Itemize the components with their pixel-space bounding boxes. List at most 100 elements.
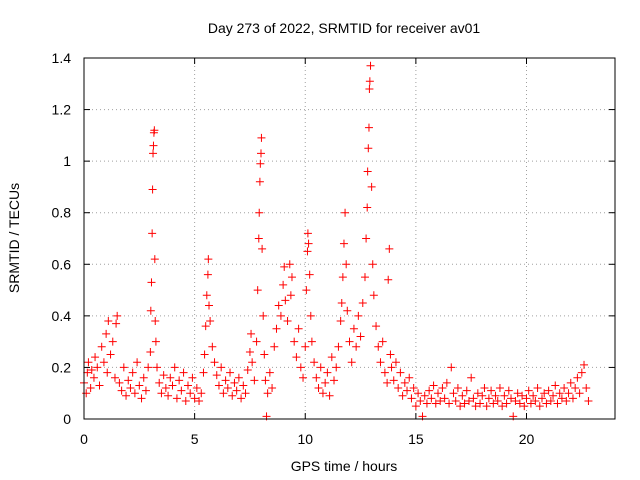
data-point <box>257 133 266 142</box>
data-point <box>84 358 93 367</box>
data-point <box>172 394 181 403</box>
x-tick-label: 0 <box>80 431 88 447</box>
data-point <box>434 389 442 398</box>
data-point <box>411 402 420 411</box>
data-point <box>318 389 327 398</box>
data-point <box>146 347 155 356</box>
data-point <box>336 317 345 326</box>
data-point <box>83 368 92 377</box>
data-point <box>325 391 334 400</box>
data-point <box>560 384 569 393</box>
data-point <box>219 389 228 398</box>
data-point <box>91 353 100 362</box>
data-point <box>144 363 153 372</box>
data-point <box>464 396 473 405</box>
data-point <box>571 384 580 393</box>
data-point <box>518 391 527 400</box>
data-point <box>148 185 157 194</box>
data-point <box>557 394 566 403</box>
data-point <box>292 353 301 362</box>
y-tick-label: 1 <box>63 153 71 169</box>
x-tick-label: 5 <box>191 431 199 447</box>
data-point <box>239 381 248 390</box>
data-point <box>493 396 502 405</box>
data-point <box>365 84 374 93</box>
x-tick-labels: 0 5 10 15 20 <box>80 431 534 447</box>
data-point <box>489 399 498 408</box>
data-point <box>502 399 511 408</box>
data-point <box>113 311 122 320</box>
data-point <box>513 389 522 398</box>
data-point <box>453 384 462 393</box>
data-point <box>526 399 535 408</box>
data-point <box>500 391 509 400</box>
data-point <box>544 386 553 395</box>
data-point <box>130 389 139 398</box>
data-point <box>237 394 246 403</box>
data-point <box>396 368 405 377</box>
y-tick-label: 0.2 <box>52 359 72 375</box>
data-point <box>476 399 485 408</box>
data-point <box>584 396 593 405</box>
data-point <box>352 342 361 351</box>
data-point <box>332 363 341 372</box>
data-point <box>197 389 206 398</box>
data-point <box>553 399 562 408</box>
data-point <box>442 378 451 387</box>
data-point <box>217 363 226 372</box>
data-point <box>314 384 323 393</box>
data-point <box>148 229 157 238</box>
data-point <box>279 280 288 289</box>
data-point <box>449 389 458 398</box>
data-point <box>157 389 166 398</box>
data-point <box>356 332 365 341</box>
data-point <box>366 61 375 70</box>
x-axis-label: GPS time / hours <box>291 458 398 474</box>
data-point <box>347 358 356 367</box>
data-point <box>341 208 350 217</box>
y-tick-label: 0.4 <box>52 308 72 324</box>
data-point <box>522 394 531 403</box>
data-point <box>354 311 363 320</box>
data-point <box>168 381 177 390</box>
data-point <box>117 386 126 395</box>
data-point <box>161 384 170 393</box>
data-point <box>456 402 465 411</box>
data-point <box>360 273 369 282</box>
data-point <box>469 394 478 403</box>
data-point <box>255 177 264 186</box>
data-point <box>380 368 389 377</box>
data-point <box>339 239 348 248</box>
data-point <box>458 391 467 400</box>
data-point <box>334 342 343 351</box>
data-point <box>258 244 267 253</box>
data-point <box>208 342 217 351</box>
data-point <box>151 317 160 326</box>
data-point <box>159 371 168 380</box>
data-point <box>268 384 277 393</box>
data-point <box>97 342 106 351</box>
data-point <box>323 368 332 377</box>
data-point <box>146 306 155 315</box>
data-point <box>365 77 374 86</box>
data-point <box>535 402 544 411</box>
data-point <box>363 203 372 212</box>
data-point <box>199 368 208 377</box>
data-point <box>504 386 513 395</box>
data-point <box>283 317 292 326</box>
data-point <box>135 381 144 390</box>
data-point <box>126 384 135 393</box>
data-point <box>364 144 373 153</box>
data-point <box>533 384 542 393</box>
data-point <box>564 389 573 398</box>
grid-lines <box>84 58 615 419</box>
data-point <box>378 337 387 346</box>
data-point <box>188 373 197 382</box>
data-point <box>566 378 575 387</box>
data-point <box>177 386 186 395</box>
data-point <box>575 389 584 398</box>
data-point <box>202 291 211 300</box>
data-point <box>147 278 156 287</box>
data-point <box>551 381 560 390</box>
data-point <box>149 149 158 158</box>
